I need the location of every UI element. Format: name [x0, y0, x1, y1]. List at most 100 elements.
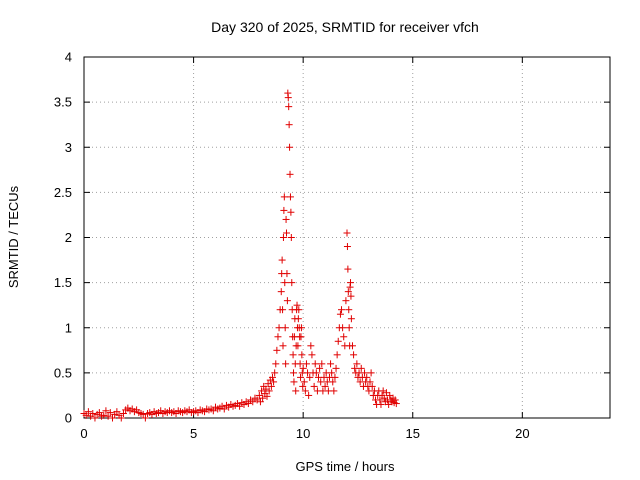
data-point [279, 306, 287, 314]
y-tick-label: 3 [65, 140, 72, 155]
data-point [272, 360, 280, 368]
chart-title: Day 320 of 2025, SRMTID for receiver vfc… [211, 19, 479, 35]
data-point [353, 360, 361, 368]
data-point [141, 414, 149, 422]
data-point [293, 301, 301, 309]
data-point [286, 170, 294, 178]
data-point [249, 398, 257, 406]
data-point [209, 407, 217, 415]
data-point [294, 315, 302, 323]
data-point [289, 351, 297, 359]
data-point [312, 369, 320, 377]
data-point [274, 333, 282, 341]
data-point [296, 360, 304, 368]
data-point [285, 103, 293, 111]
data-point [286, 193, 294, 201]
data-point [282, 215, 290, 223]
data-point [268, 373, 276, 381]
data-point [379, 387, 387, 395]
data-point [347, 292, 355, 300]
data-point [281, 324, 289, 332]
data-point [336, 310, 344, 318]
data-point [117, 414, 125, 422]
axis-ticks: 0 0.5 1 1.5 2 2.5 3 3.5 4 0 5 10 15 20 [54, 50, 610, 441]
data-point [290, 369, 298, 377]
y-tick-label: 1.5 [54, 275, 72, 290]
data-point [357, 364, 365, 372]
data-point [299, 382, 307, 390]
data-point [283, 270, 291, 278]
data-point [119, 409, 127, 417]
data-point [287, 234, 295, 241]
data-point [327, 360, 335, 368]
y-tick-label: 2 [65, 230, 72, 245]
data-point [295, 306, 303, 314]
data-point [301, 387, 309, 395]
data-point [284, 94, 292, 102]
data-point [297, 324, 305, 332]
data-point [350, 351, 358, 359]
data-point [279, 342, 287, 350]
data-point [318, 360, 326, 368]
data-point [380, 394, 388, 402]
data-point [220, 405, 228, 413]
data-point [108, 414, 116, 422]
data-point [351, 364, 359, 372]
data-point [348, 342, 356, 350]
data-point [340, 333, 348, 341]
data-point [259, 394, 267, 402]
data-point [298, 351, 306, 359]
data-point [102, 407, 110, 415]
data-point [270, 378, 278, 386]
data-point [310, 382, 318, 390]
y-tick-label: 1 [65, 320, 72, 335]
data-point [281, 279, 289, 287]
data-point [113, 408, 121, 416]
data-points [80, 89, 400, 422]
data-point [343, 243, 351, 251]
data-point [361, 369, 369, 377]
data-point [286, 143, 294, 151]
y-tick-label: 0 [65, 411, 72, 426]
data-point [377, 400, 385, 408]
data-point [345, 306, 353, 314]
data-point [280, 193, 288, 201]
data-point [347, 279, 355, 287]
data-point [345, 324, 353, 332]
data-point [285, 121, 293, 129]
data-point [367, 369, 375, 377]
data-point [89, 409, 97, 417]
y-tick-label: 2.5 [54, 185, 72, 200]
data-point [288, 279, 296, 287]
data-point [311, 360, 319, 368]
data-point [334, 337, 342, 345]
data-point [282, 360, 290, 368]
data-point [256, 398, 264, 406]
data-point [91, 414, 99, 422]
x-tick-label: 20 [515, 426, 529, 441]
y-tick-label: 0.5 [54, 365, 72, 380]
grid-lines [84, 57, 610, 418]
data-point [328, 369, 336, 377]
data-point [267, 382, 275, 390]
data-point [253, 396, 261, 404]
data-point [292, 387, 300, 395]
data-point [343, 229, 351, 237]
x-tick-label: 10 [296, 426, 310, 441]
data-point [95, 409, 103, 417]
data-point [317, 378, 325, 386]
data-point [347, 315, 355, 323]
data-point [265, 387, 273, 395]
data-point [363, 373, 371, 381]
data-point [300, 378, 308, 386]
data-point [283, 297, 291, 305]
data-point [106, 409, 114, 417]
data-point [263, 392, 271, 400]
data-point [366, 378, 374, 386]
data-point [321, 382, 329, 390]
y-axis-label: SRMTID / TECUs [6, 185, 21, 288]
data-point [262, 385, 270, 393]
data-point [273, 346, 281, 354]
data-point [330, 387, 338, 395]
x-tick-label: 15 [406, 426, 420, 441]
